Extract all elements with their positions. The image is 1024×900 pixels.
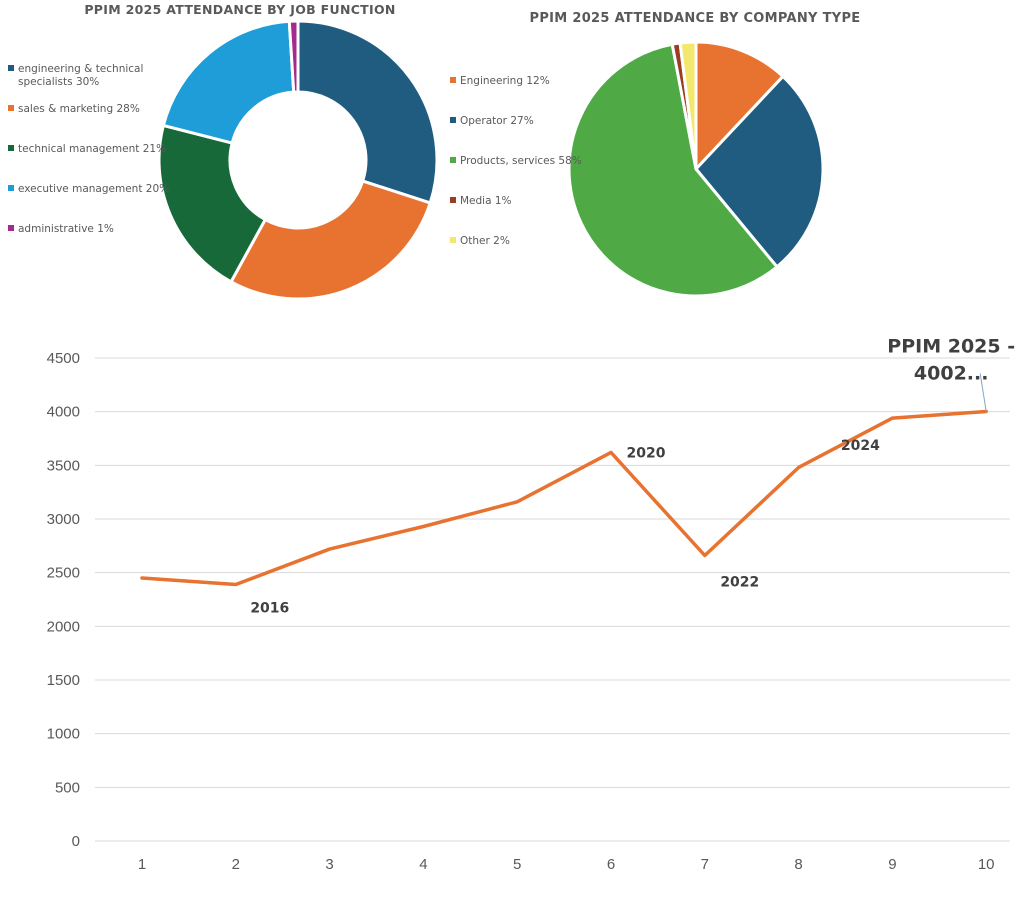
legend-label-0: engineering & technical specialists 30% <box>18 63 143 88</box>
legend-label-3: Media 1% <box>460 195 512 207</box>
legend-label-1: Operator 27% <box>460 115 534 127</box>
slice-4 <box>287 19 300 94</box>
y-tick-label: 500 <box>55 779 80 796</box>
slice-0 <box>296 19 439 205</box>
y-tick-label: 2500 <box>47 565 80 582</box>
x-axis-ticks: 1 2 3 4 5 6 7 8 9 10 <box>138 856 995 873</box>
legend-swatch-3 <box>450 197 456 203</box>
x-tick-label: 6 <box>607 856 615 873</box>
y-tick-label: 3500 <box>47 457 80 474</box>
legend-swatch-3 <box>8 185 14 191</box>
legend-label-4: administrative 1% <box>18 223 114 235</box>
legend-label-2: technical management 21% <box>18 143 166 155</box>
series-line-0 <box>140 409 988 587</box>
company-type-title: PPIM 2025 ATTENDANCE BY COMPANY TYPE <box>530 11 861 26</box>
line-series <box>140 409 988 587</box>
legend-swatch-0 <box>8 65 14 71</box>
annotation-4: PPIM 2025 -4002... <box>887 335 1015 384</box>
slice-0 <box>694 40 786 173</box>
job-function-legend: engineering & technical specialists 30% sa… <box>8 63 169 235</box>
x-tick-label: 9 <box>888 856 896 873</box>
job-function-chart: PPIM 2025 ATTENDANCE BY JOB FUNCTION eng… <box>8 2 439 301</box>
slice-2 <box>157 123 268 284</box>
job-function-slices <box>157 19 439 301</box>
slice-1 <box>694 74 825 269</box>
legend-label-4: Other 2% <box>460 235 510 247</box>
x-tick-label: 5 <box>513 856 521 873</box>
legend-label-1: sales & marketing 28% <box>18 103 140 115</box>
legend-swatch-4 <box>8 225 14 231</box>
slice-3 <box>161 19 296 145</box>
company-type-chart: PPIM 2025 ATTENDANCE BY COMPANY TYPE Eng… <box>450 11 861 298</box>
legend-swatch-4 <box>450 237 456 243</box>
y-tick-label: 4000 <box>47 404 80 421</box>
attendance-line-chart: 0 500 1000 1500 2000 2500 3000 3500 4000 4500 1 2 3… <box>47 335 1015 873</box>
x-tick-label: 1 <box>138 856 146 873</box>
annotation-2: 2022 <box>720 574 759 590</box>
y-tick-label: 2000 <box>47 618 80 635</box>
legend-swatch-1 <box>450 117 456 123</box>
company-type-legend: Engineering 12% Operator 27% Products, ser… <box>450 75 582 247</box>
y-tick-label: 0 <box>72 833 80 850</box>
annotation-3: 2024 <box>841 438 880 454</box>
legend-swatch-2 <box>450 157 456 163</box>
slice-2 <box>567 42 780 298</box>
y-axis-ticks: 0 500 1000 1500 2000 2500 3000 3500 4000 4500 <box>47 350 80 850</box>
legend-label-3: executive management 20% <box>18 183 169 195</box>
y-tick-label: 1000 <box>47 726 80 743</box>
slice-4 <box>678 40 698 170</box>
x-tick-label: 3 <box>325 856 333 873</box>
legend-label-2: Products, services 58% <box>460 155 582 167</box>
annotation-leader-line <box>979 373 987 412</box>
job-function-title: PPIM 2025 ATTENDANCE BY JOB FUNCTION <box>84 2 395 17</box>
slice-1 <box>228 179 433 301</box>
annotation-0: 2016 <box>250 600 289 616</box>
y-tick-label: 3000 <box>47 511 80 528</box>
x-tick-label: 2 <box>232 856 240 873</box>
legend-swatch-0 <box>450 77 456 83</box>
legend-swatch-2 <box>8 145 14 151</box>
y-tick-label: 4500 <box>47 350 80 367</box>
line-annotations: 2016 2020 2022 2024 PPIM 2025 -4002... <box>250 335 1015 616</box>
company-type-slices <box>567 40 825 298</box>
legend-swatch-1 <box>8 105 14 111</box>
line-grid <box>95 357 1010 842</box>
x-tick-label: 8 <box>794 856 802 873</box>
x-tick-label: 10 <box>978 856 995 873</box>
x-tick-label: 4 <box>419 856 427 873</box>
x-tick-label: 7 <box>701 856 709 873</box>
legend-label-0: Engineering 12% <box>460 75 550 87</box>
annotation-1: 2020 <box>627 445 666 461</box>
y-tick-label: 1500 <box>47 672 80 689</box>
